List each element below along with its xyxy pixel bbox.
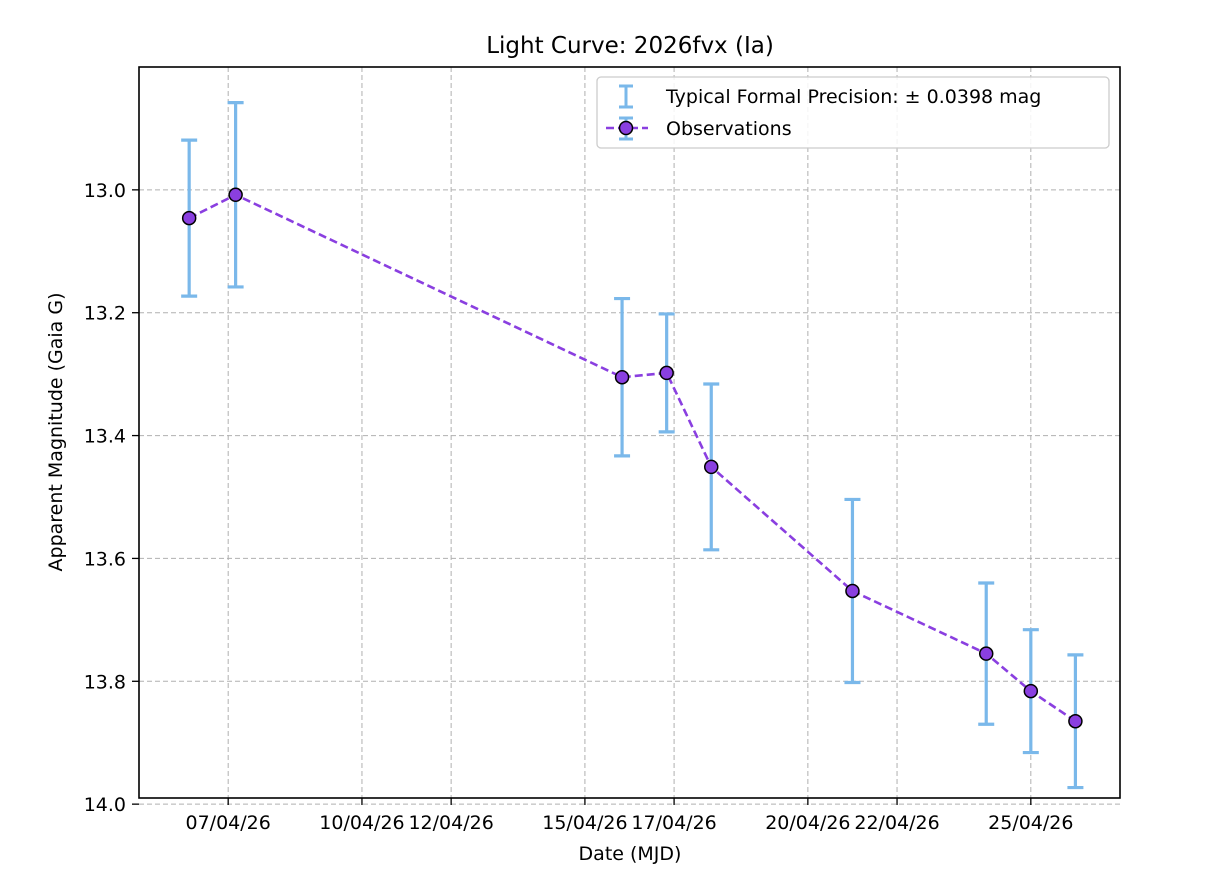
x-axis-ticks: 07/04/26 10/04/26 12/04/26 15/04/26 17/04/26… bbox=[186, 798, 1073, 834]
legend-box bbox=[596, 76, 1110, 149]
series-group bbox=[181, 101, 1084, 790]
chart-title: Light Curve: 2026fvx (Ia) bbox=[486, 33, 774, 59]
legend-series-icon bbox=[606, 116, 648, 141]
x-tick-label: 07/04/26 bbox=[186, 812, 271, 834]
legend-series-label: Observations bbox=[666, 118, 792, 140]
y-tick-label: 13.4 bbox=[84, 426, 126, 448]
x-tick-label: 10/04/26 bbox=[319, 812, 404, 834]
y-axis-ticks: 13.0 13.2 13.4 13.6 13.8 14.0 bbox=[84, 180, 139, 816]
data-point bbox=[978, 646, 994, 661]
data-point bbox=[659, 365, 674, 381]
grid bbox=[139, 67, 1120, 805]
data-point bbox=[614, 369, 630, 385]
data-point bbox=[1023, 683, 1039, 699]
y-tick-label: 13.0 bbox=[84, 180, 126, 202]
data-point bbox=[181, 210, 197, 226]
y-tick-label: 13.6 bbox=[84, 548, 126, 570]
legend: Typical Formal Precision: ± 0.0398 mag O… bbox=[596, 76, 1110, 149]
x-tick-label: 25/04/26 bbox=[988, 812, 1073, 834]
legend-errorbar-label: Typical Formal Precision: ± 0.0398 mag bbox=[665, 86, 1041, 108]
y-tick-label: 13.2 bbox=[84, 303, 126, 325]
x-tick-label: 22/04/26 bbox=[854, 812, 939, 834]
x-tick-label: 12/04/26 bbox=[408, 812, 493, 834]
x-tick-label: 17/04/26 bbox=[631, 812, 716, 834]
y-tick-label: 14.0 bbox=[84, 794, 126, 816]
data-point bbox=[1068, 713, 1083, 729]
x-tick-label: 15/04/26 bbox=[542, 812, 627, 834]
x-axis-label: Date (MJD) bbox=[579, 843, 682, 865]
plot-frame bbox=[138, 66, 1121, 799]
data-point bbox=[845, 583, 860, 599]
observations-series bbox=[181, 101, 1084, 790]
x-tick-label: 20/04/26 bbox=[765, 812, 850, 834]
y-tick-label: 13.8 bbox=[84, 671, 126, 693]
y-axis-label: Apparent Magnitude (Gaia G) bbox=[45, 293, 67, 572]
legend-errorbar-icon bbox=[619, 84, 633, 109]
data-point bbox=[704, 459, 719, 475]
data-point bbox=[228, 187, 243, 203]
